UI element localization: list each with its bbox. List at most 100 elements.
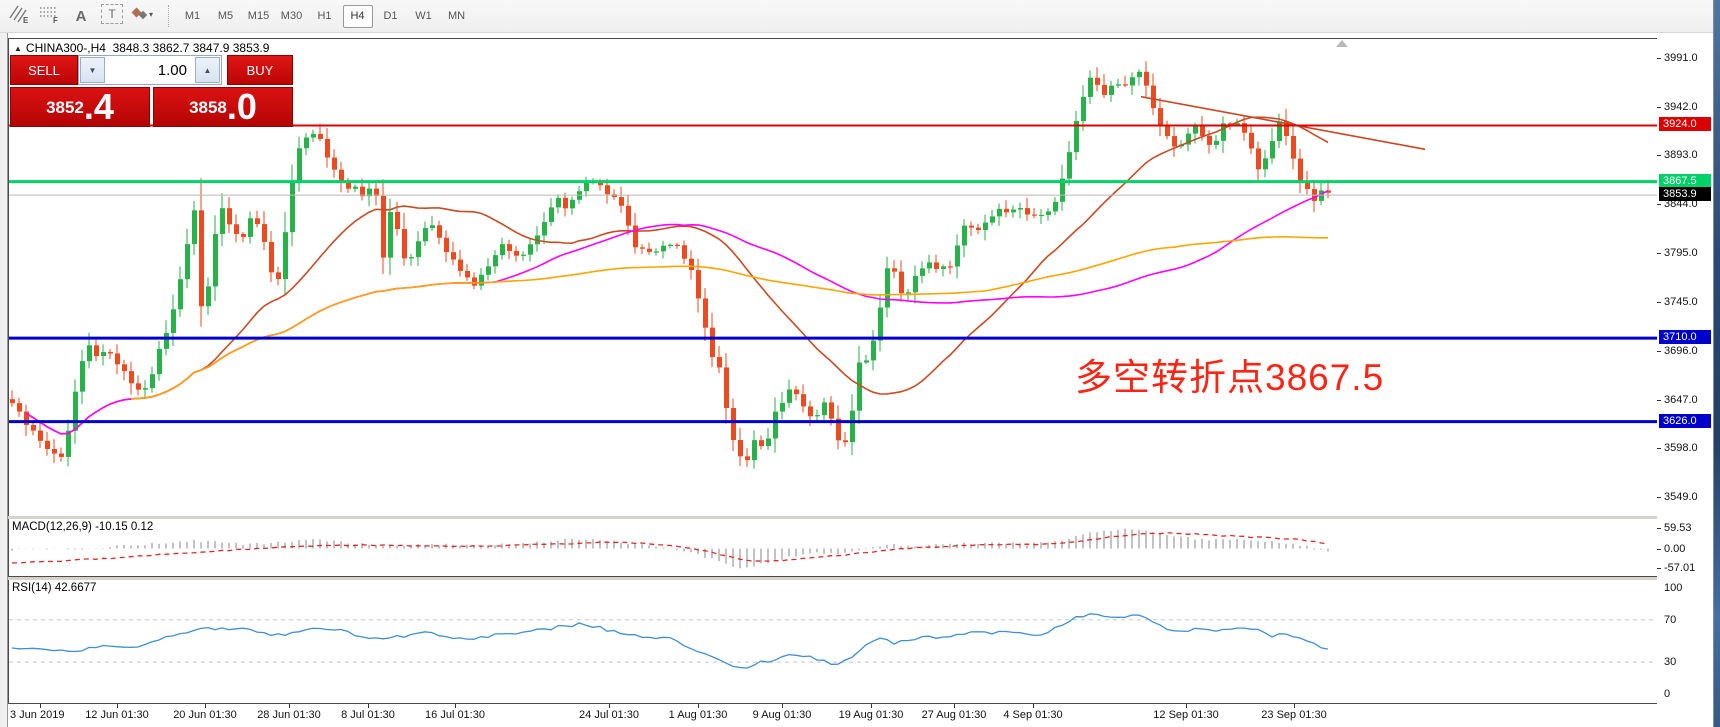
candlesticks xyxy=(10,61,1331,469)
date-axis-label: 23 Sep 01:30 xyxy=(1261,709,1327,721)
macd-label: MACD(12,26,9) -10.15 0.12 xyxy=(12,521,154,533)
ohlc-readout: 3848.3 3862.7 3847.9 3853.9 xyxy=(112,41,270,55)
macd-signal-line xyxy=(12,532,1329,564)
price-level-label: 3710.0 xyxy=(1659,330,1711,345)
time-axis[interactable]: 3 Jun 2019 12 Jun 01:30 20 Jun 01:30 28 Jun… xyxy=(8,704,1657,727)
timeframe-button-m15[interactable]: M15 xyxy=(247,10,270,22)
drawing-tools-group: E F A T ▾ xyxy=(6,4,158,28)
date-axis-label: 19 Aug 01:30 xyxy=(838,709,904,721)
timeframe-group: M1 M5 M15 M30 H1 H4 D1 W1 MN xyxy=(176,4,473,28)
ma-fast xyxy=(25,116,1329,435)
price-tick-mark xyxy=(1657,302,1661,304)
text-tool-icon[interactable]: A xyxy=(75,7,87,25)
ask-price-button[interactable]: 3858.0 xyxy=(153,87,293,127)
bid-int: 3852 xyxy=(46,98,84,117)
current-price-label: 3853.9 xyxy=(1659,187,1711,202)
date-axis-label: 20 Jun 01:30 xyxy=(173,709,237,721)
sell-button[interactable]: SELL xyxy=(10,55,78,85)
rsi-axis-label: 100 xyxy=(1664,581,1683,594)
svg-text:▾: ▾ xyxy=(149,10,153,19)
date-tick-mark xyxy=(782,704,783,708)
price-level-label: 3924.0 xyxy=(1659,117,1711,132)
date-axis-label: 27 Aug 01:30 xyxy=(921,709,987,721)
timeframe-button-mn[interactable]: MN xyxy=(447,10,466,22)
timeframe-button-h4[interactable]: H4 xyxy=(342,4,373,28)
grid-tool-icon[interactable]: F xyxy=(38,4,64,28)
timeframe-button-w1[interactable]: W1 xyxy=(415,10,432,22)
price-tick-mark xyxy=(1657,57,1661,59)
date-tick-mark xyxy=(205,704,206,708)
collapse-triangle-icon[interactable]: ▲ xyxy=(14,44,22,53)
price-axis-label: 3893.0 xyxy=(1664,149,1698,162)
buy-button[interactable]: BUY xyxy=(227,55,293,85)
chart-title: ▲ CHINA300-,H4 3848.3 3862.7 3847.9 3853.… xyxy=(14,41,269,55)
shapes-tool-icon[interactable]: ▾ xyxy=(130,4,156,28)
price-tick-mark xyxy=(1657,203,1661,205)
timeframe-button-m5[interactable]: M5 xyxy=(217,10,234,22)
timeframe-button-d1[interactable]: D1 xyxy=(383,10,398,22)
svg-text:F: F xyxy=(53,16,58,24)
bid-frac: .4 xyxy=(83,86,114,127)
panel-splitter[interactable] xyxy=(8,577,1658,580)
price-axis-label: 3991.0 xyxy=(1664,51,1698,64)
volume-spinner: ▼ ▲ xyxy=(78,55,222,85)
price-level-label: 3626.0 xyxy=(1659,413,1711,428)
window-edge xyxy=(1713,0,1720,727)
ask-frac: .0 xyxy=(226,86,257,127)
macd-panel[interactable] xyxy=(8,519,1659,577)
date-axis-label: 1 Aug 01:30 xyxy=(668,709,728,721)
annotation-text: 多空转折点3867.5 xyxy=(1075,357,1385,398)
price-axis-label: 3696.0 xyxy=(1664,345,1698,358)
crosshatch-tool-icon[interactable]: E xyxy=(8,4,34,28)
volume-decrease-button[interactable]: ▼ xyxy=(80,57,105,83)
textbox-tool-icon[interactable]: T xyxy=(101,4,123,24)
price-tick-mark xyxy=(1657,399,1661,401)
rsi-line xyxy=(11,613,1329,669)
date-axis-label: 12 Jun 01:30 xyxy=(85,709,149,721)
macd-axis-label: 0.00 xyxy=(1664,542,1686,555)
price-tick-mark xyxy=(1657,106,1661,108)
date-tick-mark xyxy=(1294,704,1295,708)
date-axis-label: 9 Aug 01:30 xyxy=(752,709,812,721)
volume-input[interactable] xyxy=(106,56,194,84)
price-axis-label: 3745.0 xyxy=(1664,296,1698,309)
rsi-panel[interactable] xyxy=(8,580,1659,704)
date-tick-mark xyxy=(954,704,955,708)
date-axis-label: 8 Jul 01:30 xyxy=(341,709,395,721)
rsi-axis-label: 30 xyxy=(1664,656,1677,669)
price-axis-label: 3795.0 xyxy=(1664,246,1698,259)
price-tick-mark xyxy=(1657,351,1661,353)
volume-increase-button[interactable]: ▲ xyxy=(195,57,220,83)
date-tick-mark xyxy=(40,704,41,708)
macd-axis-label: -57.01 xyxy=(1664,562,1696,575)
one-click-trading-panel: SELL ▼ ▲ BUY 3852.4 3858.0 xyxy=(10,55,293,127)
macd-tick-mark xyxy=(1657,568,1661,570)
date-tick-mark xyxy=(609,704,610,708)
date-tick-mark xyxy=(117,704,118,708)
price-tick-mark xyxy=(1657,155,1661,157)
price-axis[interactable]: 3991.0 3942.0 3893.0 3844.0 3795.0 3745.0 3696… xyxy=(1657,38,1713,704)
macd-tick-mark xyxy=(1657,548,1661,550)
date-axis-label: 28 Jun 01:30 xyxy=(257,709,321,721)
toolbar-separator xyxy=(168,5,170,27)
ask-int: 3858 xyxy=(189,98,227,117)
price-axis-label: 3647.0 xyxy=(1664,393,1698,406)
bid-price-button[interactable]: 3852.4 xyxy=(10,87,150,127)
panel-splitter[interactable] xyxy=(8,516,1658,519)
price-axis-label: 3942.0 xyxy=(1664,100,1698,113)
price-level-label: 3867.5 xyxy=(1659,173,1711,188)
rsi-label: RSI(14) 42.6677 xyxy=(12,582,97,594)
price-axis-label: 3549.0 xyxy=(1664,491,1698,504)
date-axis-label: 3 Jun 2019 xyxy=(10,709,65,721)
timeframe-button-m30[interactable]: M30 xyxy=(280,10,303,22)
date-tick-mark xyxy=(1033,704,1034,708)
trendline xyxy=(1140,95,1426,151)
timeframe-button-m1[interactable]: M1 xyxy=(184,10,201,22)
rsi-axis-label: 70 xyxy=(1664,613,1677,626)
timeframe-button-h1[interactable]: H1 xyxy=(317,10,332,22)
price-tick-mark xyxy=(1657,252,1661,254)
price-axis-label: 3598.0 xyxy=(1664,442,1698,455)
macd-tick-mark xyxy=(1657,528,1661,530)
date-axis-label: 4 Sep 01:30 xyxy=(1003,709,1063,721)
symbol-period-label: CHINA300-,H4 xyxy=(25,41,106,55)
